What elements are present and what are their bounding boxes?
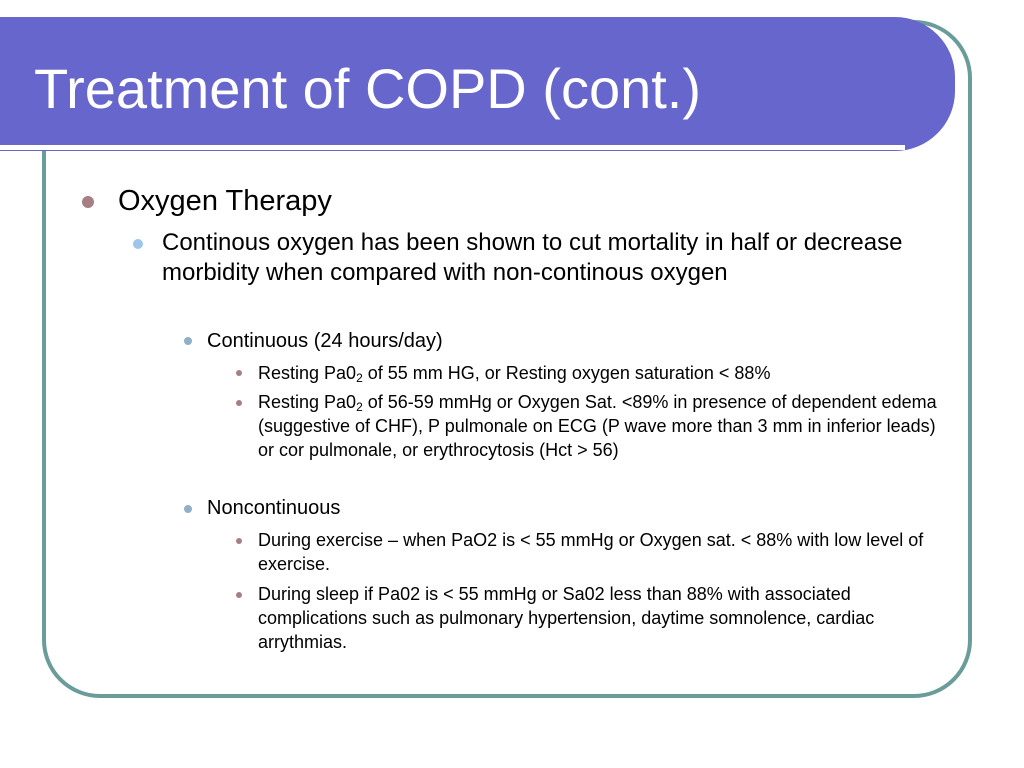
resting-1-subscript: 2 — [356, 371, 363, 385]
resting-2-suffix: of 56-59 mmHg or Oxygen Sat. <89% in pre… — [258, 392, 937, 460]
resting-1-prefix: Resting Pa0 — [258, 363, 357, 383]
bullet-continuous: Continuous (24 hours/day) — [207, 330, 443, 352]
bullet-resting-1: Resting Pa02 of 55 mm HG, or Resting oxy… — [258, 361, 948, 385]
bullet-resting-2: Resting Pa02 of 56-59 mmHg or Oxygen Sat… — [258, 390, 948, 462]
bullet-l4-icon — [236, 538, 242, 544]
bullet-continous-oxygen: Continous oxygen has been shown to cut m… — [162, 229, 903, 286]
bullet-noncontinuous: Noncontinuous — [207, 497, 341, 519]
resting-1-suffix: of 55 mm HG, or Resting oxygen saturatio… — [362, 363, 771, 383]
bullet-exercise: During exercise – when PaO2 is < 55 mmHg… — [258, 530, 924, 574]
bullet-l2-icon — [133, 239, 143, 249]
bullet-l3-icon — [184, 505, 192, 513]
bullet-oxygen-therapy: Oxygen Therapy — [118, 185, 332, 217]
bullet-l4-icon — [236, 400, 242, 406]
resting-2-subscript: 2 — [356, 400, 363, 414]
bullet-sleep: During sleep if Pa02 is < 55 mmHg or Sa0… — [258, 584, 875, 652]
bullet-l4-icon — [236, 592, 242, 598]
bullet-l1-icon — [82, 196, 94, 208]
title-bar: Treatment of COPD (cont.) — [0, 17, 955, 151]
title-underline — [0, 145, 905, 150]
resting-2-prefix: Resting Pa0 — [258, 392, 357, 412]
bullet-l3-icon — [184, 337, 192, 345]
slide-title: Treatment of COPD (cont.) — [34, 57, 701, 120]
bullet-l4-icon — [236, 370, 242, 376]
